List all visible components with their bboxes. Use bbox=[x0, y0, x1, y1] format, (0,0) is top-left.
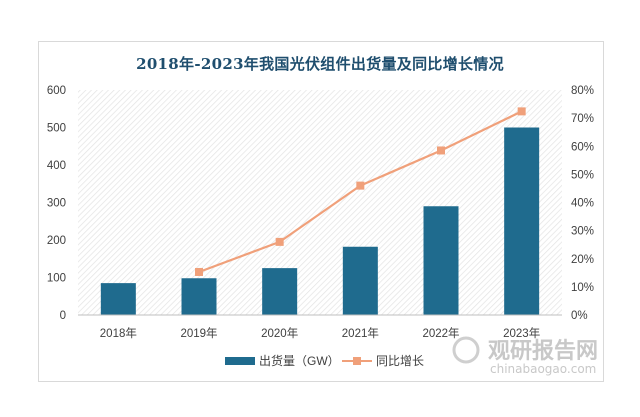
y-left-tick-label: 0 bbox=[60, 310, 66, 322]
y-left-tick-label: 600 bbox=[47, 85, 66, 97]
x-tick-label: 2021年 bbox=[342, 326, 379, 340]
chart-title: 2018年-2023年我国光伏组件出货量及同比增长情况 bbox=[136, 55, 504, 73]
x-tick-label: 2020年 bbox=[261, 326, 298, 340]
legend-label-bar: 出货量（GW） bbox=[259, 353, 340, 368]
y-right-tick-label: 60% bbox=[571, 141, 594, 153]
growth-point bbox=[437, 146, 445, 155]
growth-point bbox=[275, 237, 284, 246]
y-right-tick-label: 50% bbox=[571, 169, 594, 181]
legend: 出货量（GW） 同比增长 bbox=[225, 353, 424, 368]
y-left-tick-label: 200 bbox=[47, 235, 66, 247]
bar bbox=[181, 278, 217, 315]
x-tick-label: 2018年 bbox=[100, 326, 137, 340]
y-right-tick-label: 80% bbox=[571, 85, 594, 97]
bar bbox=[100, 283, 136, 315]
y-left-tick-label: 300 bbox=[47, 198, 66, 210]
legend-swatch-bar bbox=[225, 357, 255, 365]
bar bbox=[504, 127, 540, 315]
y-right-tick-label: 30% bbox=[571, 226, 594, 238]
legend-label-line: 同比增长 bbox=[376, 354, 424, 368]
watermark: 观研报告网 chinabaogao.com bbox=[452, 336, 598, 376]
y-right-tick-label: 40% bbox=[571, 198, 594, 210]
watermark-text: 观研报告网 bbox=[488, 339, 598, 364]
x-tick-label: 2023年 bbox=[503, 326, 540, 340]
y-right-tick-label: 10% bbox=[571, 282, 594, 294]
watermark-subtext: chinabaogao.com bbox=[490, 362, 596, 376]
growth-point bbox=[356, 181, 365, 190]
y-left-tick-label: 500 bbox=[47, 123, 66, 135]
y-right-tick-label: 0% bbox=[571, 310, 588, 322]
x-tick-label: 2022年 bbox=[422, 326, 459, 340]
growth-point bbox=[195, 267, 203, 276]
watermark-logo-icon bbox=[452, 336, 480, 364]
y-left-tick-label: 100 bbox=[47, 273, 66, 285]
legend-swatch-marker bbox=[353, 357, 361, 365]
growth-point bbox=[517, 107, 526, 116]
bar bbox=[342, 246, 378, 315]
y-right-tick-label: 70% bbox=[571, 113, 594, 125]
y-right-tick-label: 20% bbox=[571, 254, 594, 266]
bar bbox=[262, 268, 298, 315]
plot-background bbox=[78, 90, 562, 315]
y-left-tick-label: 400 bbox=[47, 160, 66, 172]
x-tick-label: 2019年 bbox=[180, 326, 217, 340]
bar bbox=[423, 206, 459, 315]
